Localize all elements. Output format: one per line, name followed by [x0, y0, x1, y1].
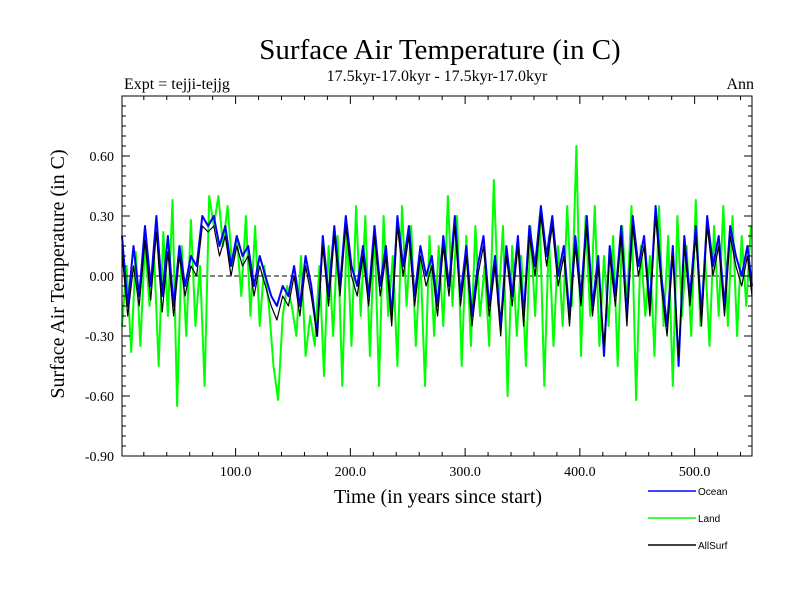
x-axis-label: Time (in years since start)	[334, 486, 542, 508]
y-tick-label: -0.90	[85, 450, 114, 465]
series-line-ocean	[121, 205, 753, 367]
legend: Ocean Land AllSurf	[648, 487, 728, 552]
chart-title: Surface Air Temperature (in C)	[259, 34, 620, 66]
y-tick-label: -0.30	[85, 330, 114, 345]
series-line-land	[121, 145, 752, 407]
legend-label-allsurf: AllSurf	[698, 541, 728, 552]
experiment-label: Expt = tejji-tejjg	[124, 76, 230, 93]
x-tick-label: 200.0	[335, 465, 367, 480]
x-tick-label: 300.0	[449, 465, 481, 480]
chart-subtitle: 17.5kyr-17.0kyr - 17.5kyr-17.0kyr	[327, 68, 548, 85]
y-tick-label: 0.30	[90, 210, 115, 225]
legend-label-ocean: Ocean	[698, 487, 727, 498]
y-axis-label: Surface Air Temperature (in C)	[47, 149, 69, 398]
y-tick-label: 0.60	[90, 150, 115, 165]
season-label: Ann	[726, 76, 754, 93]
x-tick-label: 100.0	[220, 465, 252, 480]
x-tick-label: 400.0	[564, 465, 596, 480]
legend-label-land: Land	[698, 514, 720, 525]
y-tick-label: -0.60	[85, 390, 114, 405]
series-line-allsurf	[121, 215, 753, 357]
x-tick-label: 500.0	[679, 465, 711, 480]
plot-area: 100.0 200.0 300.0 400.0 500.0 -0.90 -0.60 -0.30…	[85, 95, 753, 480]
y-tick-label: 0.00	[90, 270, 115, 285]
